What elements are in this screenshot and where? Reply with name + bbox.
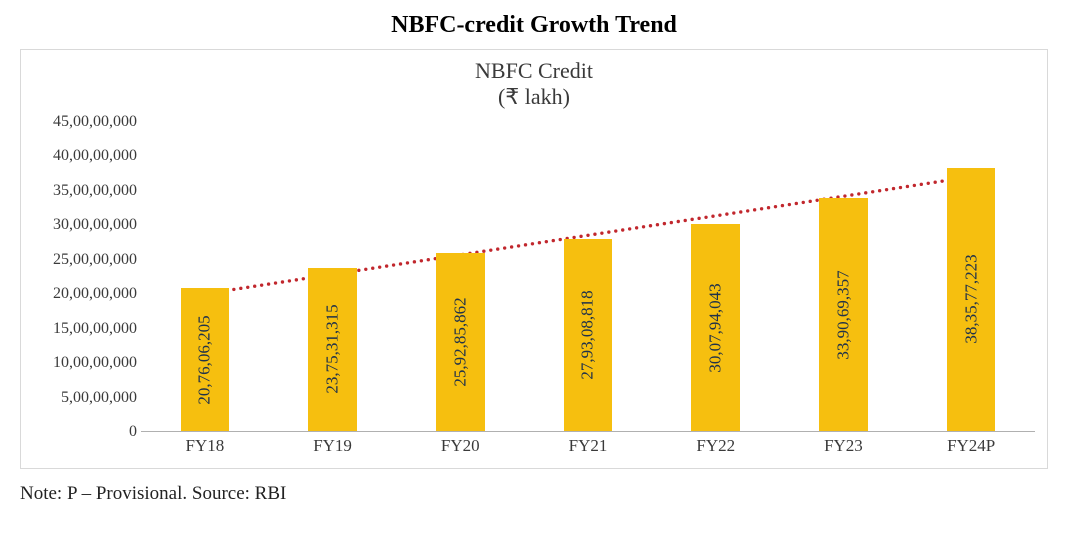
y-tick: 45,00,00,000 xyxy=(53,113,137,131)
bar-value-label: 27,93,08,818 xyxy=(578,290,598,379)
bar-slot: 20,76,06,205 xyxy=(141,122,269,431)
bar: 23,75,31,315 xyxy=(308,268,357,431)
chart-title: NBFC Credit (₹ lakh) xyxy=(21,58,1047,111)
bar: 33,90,69,357 xyxy=(819,198,868,431)
plot-wrap: 0 5,00,00,000 10,00,00,000 15,00,00,000 20,0… xyxy=(29,122,1035,460)
x-tick: FY19 xyxy=(269,432,397,460)
y-tick: 40,00,00,000 xyxy=(53,147,137,165)
footnote: Note: P – Provisional. Source: RBI xyxy=(20,483,1048,505)
bar-value-label: 30,07,94,043 xyxy=(706,283,726,372)
chart-title-line2: (₹ lakh) xyxy=(498,84,570,109)
y-tick: 20,00,00,000 xyxy=(53,285,137,303)
bar-value-label: 33,90,69,357 xyxy=(833,270,853,359)
y-tick: 0 xyxy=(129,423,137,441)
x-tick: FY20 xyxy=(396,432,524,460)
y-tick: 10,00,00,000 xyxy=(53,354,137,372)
bar: 38,35,77,223 xyxy=(947,168,996,431)
x-tick: FY22 xyxy=(652,432,780,460)
page-title: NBFC-credit Growth Trend xyxy=(20,12,1048,39)
bar-value-label: 20,76,06,205 xyxy=(195,315,215,404)
bar-slot: 23,75,31,315 xyxy=(269,122,397,431)
bar-value-label: 25,92,85,862 xyxy=(450,297,470,386)
y-axis: 05,00,00,00010,00,00,00015,00,00,00020,0… xyxy=(29,122,141,432)
chart-title-line1: NBFC Credit xyxy=(475,58,593,83)
x-axis: FY18FY19FY20FY21FY22FY23FY24P xyxy=(141,432,1035,460)
bar: 27,93,08,818 xyxy=(564,239,613,431)
y-tick: 35,00,00,000 xyxy=(53,182,137,200)
x-tick: FY23 xyxy=(780,432,908,460)
y-tick: 30,00,00,000 xyxy=(53,216,137,234)
bar-slot: 27,93,08,818 xyxy=(524,122,652,431)
bar-slot: 25,92,85,862 xyxy=(396,122,524,431)
y-tick: 5,00,00,000 xyxy=(61,389,137,407)
bar-slot: 33,90,69,357 xyxy=(780,122,908,431)
y-tick: 15,00,00,000 xyxy=(53,320,137,338)
bar-slot: 30,07,94,043 xyxy=(652,122,780,431)
bar: 25,92,85,862 xyxy=(436,253,485,431)
x-tick: FY24P xyxy=(907,432,1035,460)
x-tick: FY21 xyxy=(524,432,652,460)
plot-area: 20,76,06,205 23,75,31,315 25,92,85,862 27,9… xyxy=(141,122,1035,432)
x-tick: FY18 xyxy=(141,432,269,460)
bar-value-label: 23,75,31,315 xyxy=(323,305,343,394)
bar: 30,07,94,043 xyxy=(691,224,740,431)
bar: 20,76,06,205 xyxy=(181,288,230,431)
chart-frame: NBFC Credit (₹ lakh) 0 5,00,00,000 10,00,0… xyxy=(20,49,1048,469)
bar-value-label: 38,35,77,223 xyxy=(961,255,981,344)
bar-slot: 38,35,77,223 xyxy=(907,122,1035,431)
y-tick: 25,00,00,000 xyxy=(53,251,137,269)
